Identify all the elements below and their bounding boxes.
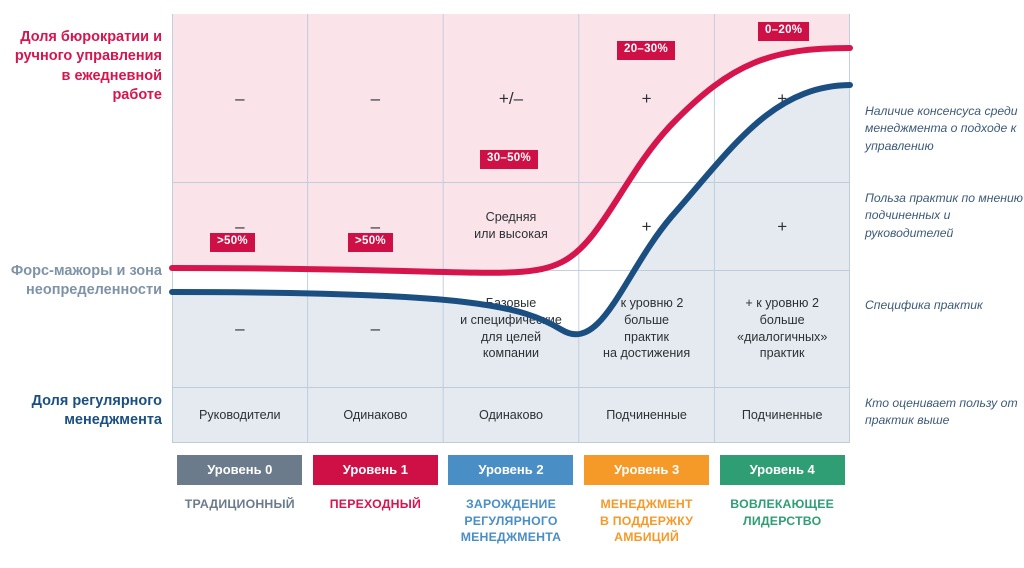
- cell-who-3: Подчиненные: [579, 387, 715, 443]
- cell-text: –: [370, 319, 381, 338]
- cell-consensus-3: +: [579, 14, 715, 182]
- cell-specifics-4: + к уровню 2 больше «диалогичных» практи…: [714, 270, 850, 387]
- grid-row-benefit: – – Средняя или высокая + +: [172, 182, 850, 270]
- level-bar-1-label: Уровень 1: [312, 455, 438, 485]
- badge-percent-level3: 20–30%: [617, 41, 676, 60]
- note-consensus: Наличие консенсуса среди менеджмента о п…: [865, 104, 1018, 153]
- cell-benefit-2: Средняя или высокая: [443, 182, 579, 270]
- curve-regular-management: [169, 82, 853, 338]
- cell-consensus-1: –: [308, 14, 444, 182]
- level-bar-1[interactable]: Уровень 1: [308, 455, 444, 485]
- level-name-strip: ТРАДИЦИОННЫЙ ПЕРЕХОДНЫЙ ЗАРОЖДЕНИЕ РЕГУЛ…: [172, 496, 850, 546]
- cell-who-0: Руководители: [172, 387, 308, 443]
- cell-text: +/–: [498, 88, 524, 108]
- badge-percent-level1: >50%: [348, 233, 393, 252]
- cell-text: –: [235, 88, 245, 108]
- curve-bureaucracy: [169, 45, 853, 276]
- level-bar-0[interactable]: Уровень 0: [172, 455, 308, 485]
- cell-text: –: [235, 319, 245, 338]
- cell-text: –: [370, 88, 381, 108]
- cell-text: +: [641, 88, 652, 108]
- cell-specifics-0: –: [172, 270, 308, 387]
- cell-who-1: Одинаково: [308, 387, 444, 443]
- cell-text: Средняя или высокая: [474, 210, 548, 241]
- level-bar-2-label: Уровень 2: [448, 455, 574, 485]
- cell-text: Руководители: [198, 407, 281, 422]
- label-regular-management: Доля регулярного менеджмента: [31, 393, 162, 429]
- note-who-rates: Кто оценивает пользу от практик выше: [865, 396, 1018, 428]
- level-bar-4-label: Уровень 4: [719, 455, 845, 485]
- badge-percent-level4: 0–20%: [758, 22, 810, 41]
- level-name-2: ЗАРОЖДЕНИЕ РЕГУЛЯРНОГО МЕНЕДЖМЕНТА: [460, 497, 562, 545]
- label-bureaucracy: Доля бюрократии и ручного управления в е…: [14, 29, 162, 103]
- cell-specifics-1: –: [308, 270, 444, 387]
- cell-text: Подчиненные: [606, 407, 687, 422]
- chart-curves: [169, 45, 853, 338]
- cell-text: +: [777, 216, 788, 236]
- cell-text: + к уровню 2 больше «диалогичных» практи…: [736, 296, 828, 361]
- cell-who-4: Подчиненные: [714, 387, 850, 443]
- grid-row-consensus: – – +/– + +: [172, 14, 850, 182]
- level-bar-4[interactable]: Уровень 4: [714, 455, 850, 485]
- cell-text: Одинаково: [343, 407, 408, 422]
- level-bar-2[interactable]: Уровень 2: [443, 455, 579, 485]
- level-name-0: ТРАДИЦИОННЫЙ: [184, 497, 295, 511]
- cell-text: –: [370, 216, 381, 236]
- badge-percent-level2: 30–50%: [480, 150, 539, 169]
- cell-benefit-3: +: [579, 182, 715, 270]
- note-benefit: Польза практик по мнению подчиненных и р…: [865, 191, 1023, 240]
- level-bar-strip: Уровень 0 Уровень 1 Уровень 2 Уровень 3 …: [172, 455, 850, 485]
- level-bar-3-label: Уровень 3: [584, 455, 710, 485]
- cell-text: –: [235, 216, 245, 236]
- cell-benefit-4: +: [714, 182, 850, 270]
- cell-benefit-0: –: [172, 182, 308, 270]
- badge-percent-level0: >50%: [210, 233, 255, 252]
- label-force-majeure: Форс-мажоры и зона неопределенности: [10, 263, 162, 299]
- cell-text: +: [777, 88, 788, 108]
- cell-consensus-4: +: [714, 14, 850, 182]
- note-practice-specifics: Специфика практик: [865, 298, 983, 312]
- cell-consensus-2: +/–: [443, 14, 579, 182]
- level-bar-3[interactable]: Уровень 3: [579, 455, 715, 485]
- cell-text: Подчиненные: [741, 407, 823, 422]
- cell-text: Одинаково: [478, 407, 544, 422]
- grid-row-who-rates: Руководители Одинаково Одинаково Подчине…: [172, 387, 850, 443]
- level-name-1: ПЕРЕХОДНЫЙ: [329, 497, 422, 511]
- level-name-4: ВОВЛЕКАЮЩЕЕ ЛИДЕРСТВО: [730, 497, 835, 528]
- cell-who-2: Одинаково: [443, 387, 579, 443]
- chart-grid: – – +/– + + – – Средняя или высокая + + …: [169, 14, 853, 443]
- cell-benefit-1: –: [308, 182, 444, 270]
- cell-text: +: [641, 216, 652, 236]
- cell-consensus-0: –: [172, 14, 308, 182]
- level-name-3: МЕНЕДЖМЕНТ В ПОДДЕРЖКУ АМБИЦИЙ: [600, 497, 694, 545]
- level-bar-0-label: Уровень 0: [177, 455, 303, 485]
